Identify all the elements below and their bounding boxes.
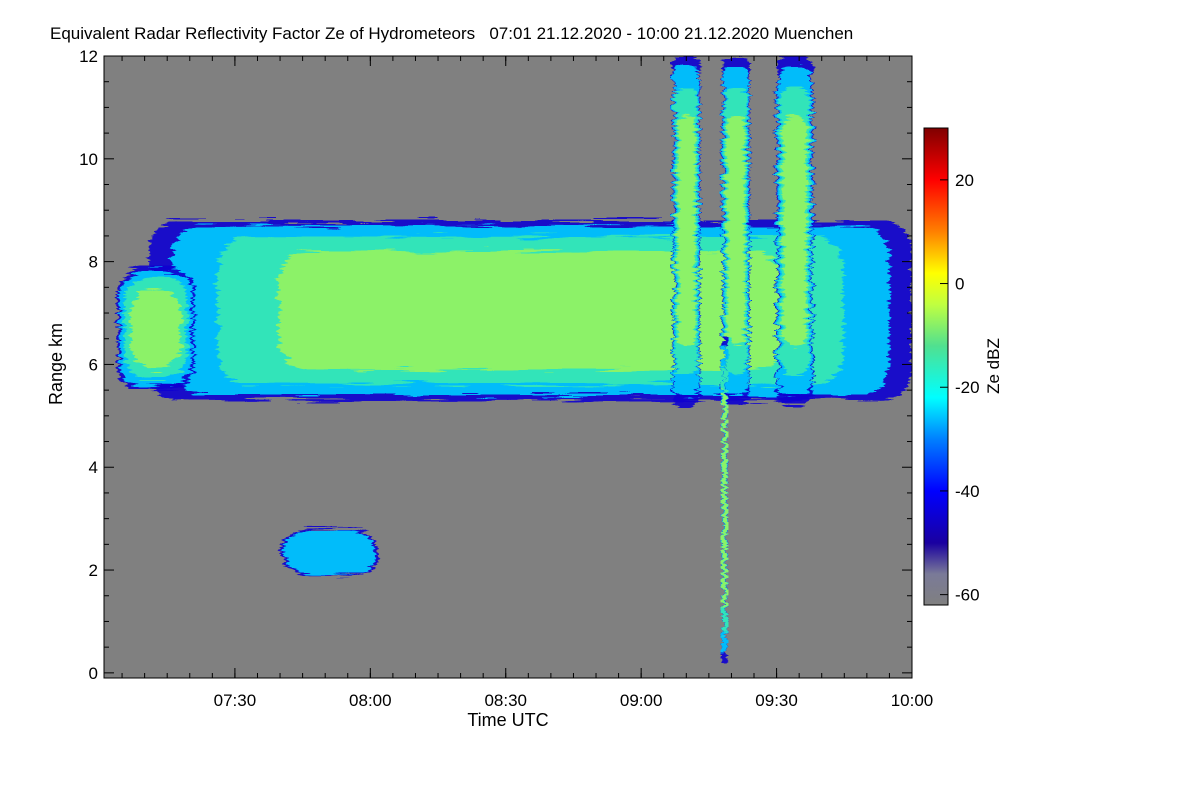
echo-vertical-spike bbox=[721, 338, 728, 663]
y-tick-label: 8 bbox=[89, 253, 98, 272]
echo-band bbox=[278, 251, 783, 370]
echo-band bbox=[130, 287, 182, 370]
colorbar-ticks: 20 0 -20 -40 -60 bbox=[940, 171, 980, 605]
plot-area bbox=[103, 55, 913, 679]
echo-cirrus-main bbox=[149, 220, 912, 401]
y-tick-label: 10 bbox=[79, 150, 98, 169]
echo-band bbox=[722, 393, 727, 608]
echo-early-cloud-patch bbox=[117, 266, 195, 391]
x-tick-label: 09:00 bbox=[620, 691, 663, 710]
x-axis: 07:30 08:00 08:30 09:00 09:30 10:00 bbox=[121, 56, 934, 710]
plot-frame bbox=[103, 55, 913, 679]
colorbar-tick-label: -20 bbox=[955, 378, 980, 397]
x-tick-label: 08:30 bbox=[484, 691, 527, 710]
echo-fall-streak-left bbox=[672, 56, 700, 406]
echo-fall-streak-middle bbox=[722, 56, 750, 406]
y-tick-label: 2 bbox=[89, 561, 98, 580]
echo-band bbox=[782, 115, 807, 347]
x-tick-label: 07:30 bbox=[214, 691, 257, 710]
y-axis: 0 2 4 6 8 10 12 bbox=[79, 47, 912, 683]
colorbar-label: Ze dBZ bbox=[984, 338, 1003, 394]
x-tick-label: 09:30 bbox=[755, 691, 798, 710]
x-tick-label: 08:00 bbox=[349, 691, 392, 710]
echo-layer bbox=[117, 56, 912, 663]
y-axis-label: Range km bbox=[46, 323, 66, 405]
colorbar-tick-label: 0 bbox=[955, 275, 964, 294]
x-tick-label: 10:00 bbox=[891, 691, 934, 710]
y-tick-label: 4 bbox=[89, 458, 98, 477]
colorbar-ramp bbox=[923, 127, 949, 606]
echo-band bbox=[727, 115, 745, 347]
y-tick-label: 12 bbox=[79, 47, 98, 66]
y-tick-label: 0 bbox=[89, 664, 98, 683]
echo-band bbox=[283, 530, 377, 574]
y-tick-label: 6 bbox=[89, 355, 98, 374]
colorbar-tick-label: -60 bbox=[955, 586, 980, 605]
echo-band bbox=[677, 115, 696, 347]
echo-fall-streak-right bbox=[776, 56, 813, 406]
colorbar-tick-label: 20 bbox=[955, 171, 974, 190]
colorbar-tick-label: -40 bbox=[955, 482, 980, 501]
echo-low-cloud-patch bbox=[280, 528, 380, 576]
x-axis-label: Time UTC bbox=[467, 710, 548, 730]
chart-title: Equivalent Radar Reflectivity Factor Ze … bbox=[50, 24, 853, 43]
colorbar: 20 0 -20 -40 -60 Ze dBZ bbox=[923, 127, 1003, 606]
